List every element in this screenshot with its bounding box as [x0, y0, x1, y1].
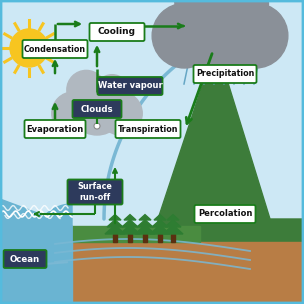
- Polygon shape: [0, 199, 72, 304]
- Polygon shape: [154, 215, 166, 220]
- Polygon shape: [152, 220, 168, 227]
- Polygon shape: [167, 215, 179, 220]
- FancyBboxPatch shape: [98, 77, 163, 95]
- Polygon shape: [135, 225, 155, 234]
- Polygon shape: [137, 220, 153, 227]
- Circle shape: [223, 3, 288, 68]
- FancyBboxPatch shape: [67, 179, 123, 205]
- Bar: [0, 242, 72, 304]
- Polygon shape: [0, 242, 304, 304]
- FancyBboxPatch shape: [72, 100, 122, 118]
- Circle shape: [178, 0, 262, 68]
- Text: Ocean: Ocean: [10, 254, 40, 264]
- Text: Water vapour: Water vapour: [98, 81, 162, 91]
- Polygon shape: [105, 225, 125, 234]
- Polygon shape: [139, 215, 151, 220]
- Polygon shape: [0, 204, 72, 304]
- FancyBboxPatch shape: [194, 65, 257, 83]
- Text: Condensation: Condensation: [24, 44, 86, 54]
- FancyBboxPatch shape: [22, 40, 88, 58]
- FancyBboxPatch shape: [25, 120, 85, 138]
- Polygon shape: [163, 225, 183, 234]
- FancyBboxPatch shape: [195, 205, 255, 223]
- Text: Surface
run-off: Surface run-off: [78, 182, 112, 202]
- Polygon shape: [150, 225, 170, 234]
- Circle shape: [10, 29, 48, 67]
- Bar: [158, 234, 162, 242]
- Polygon shape: [120, 225, 140, 234]
- Circle shape: [217, 0, 268, 29]
- Circle shape: [99, 92, 142, 135]
- Polygon shape: [107, 220, 123, 227]
- Text: Precipitation: Precipitation: [196, 70, 254, 78]
- Text: Transpiration: Transpiration: [118, 125, 178, 133]
- Polygon shape: [200, 44, 232, 59]
- Bar: [113, 234, 117, 242]
- Polygon shape: [109, 215, 121, 220]
- FancyBboxPatch shape: [116, 120, 181, 138]
- Polygon shape: [35, 226, 200, 242]
- Bar: [128, 234, 132, 242]
- Polygon shape: [165, 220, 181, 227]
- Polygon shape: [122, 220, 138, 227]
- Circle shape: [175, 0, 233, 29]
- Text: Cooling: Cooling: [98, 27, 136, 36]
- Circle shape: [67, 71, 105, 109]
- Text: Clouds: Clouds: [81, 105, 113, 113]
- Polygon shape: [124, 215, 136, 220]
- Polygon shape: [158, 44, 304, 304]
- FancyBboxPatch shape: [4, 250, 47, 268]
- Text: Percolation: Percolation: [198, 209, 252, 219]
- Circle shape: [95, 75, 129, 109]
- Circle shape: [152, 3, 217, 68]
- FancyBboxPatch shape: [89, 23, 144, 41]
- Bar: [171, 234, 175, 242]
- Circle shape: [69, 79, 125, 135]
- Bar: [143, 234, 147, 242]
- Circle shape: [94, 123, 100, 129]
- Circle shape: [52, 92, 95, 135]
- Text: Evaporation: Evaporation: [26, 125, 84, 133]
